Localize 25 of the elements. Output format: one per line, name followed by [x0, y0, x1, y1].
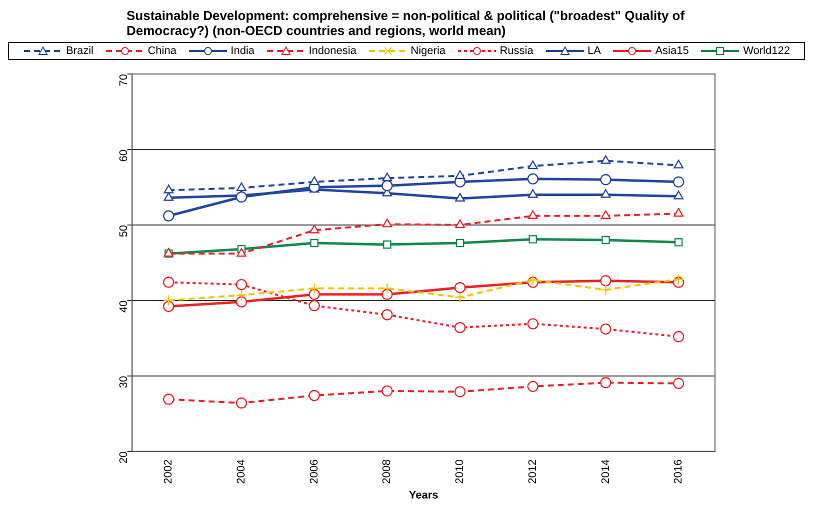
x-tick-label: 2014	[600, 459, 612, 484]
legend-label: Russia	[498, 45, 534, 57]
x-tick-label: 2010	[454, 459, 466, 484]
legend-label: Nigeria	[410, 45, 446, 57]
legend-label: Asia15	[654, 45, 689, 57]
y-tick-label: 40	[118, 300, 130, 313]
chart-title: Sustainable Development: comprehensive = non-political & political ("broadest" Quality of Democracy?) (non-OECD countries and regions, world mean)	[126, 8, 686, 38]
x-axis-title: Years	[408, 489, 438, 502]
x-tick-label: 2016	[672, 459, 685, 484]
x-tick-label: 2006	[308, 459, 320, 484]
legend-label: China	[146, 45, 176, 57]
y-tick-label: 30	[118, 376, 130, 388]
x-tick-label: 2012	[526, 459, 539, 484]
legend-label: World122	[742, 45, 790, 57]
y-tick-label: 70	[118, 74, 130, 86]
legend-label: India	[230, 45, 255, 57]
legend-label: Brazil	[65, 45, 94, 57]
legend-label: Indonesia	[308, 45, 356, 57]
x-tick-label: 2002	[162, 459, 175, 484]
y-tick-label: 60	[118, 149, 130, 162]
x-tick-label: 2008	[381, 459, 394, 484]
legend-label: LA	[586, 45, 602, 57]
y-tick-label: 50	[118, 224, 130, 238]
x-tick-label: 2004	[236, 459, 248, 484]
y-tick-label: 20	[118, 451, 130, 464]
